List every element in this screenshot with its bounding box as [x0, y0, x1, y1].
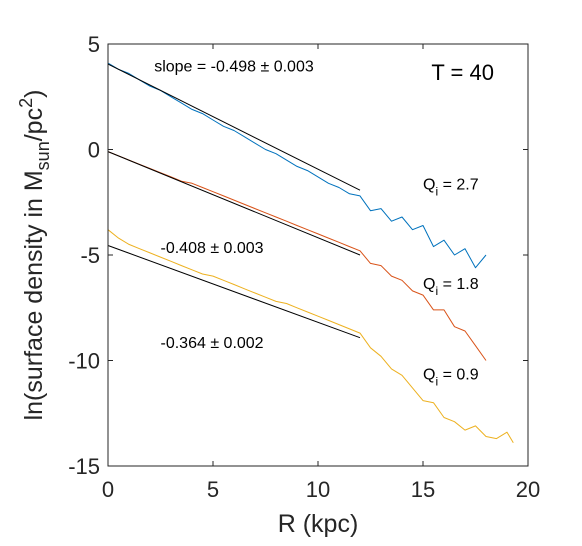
- q-label: Qi = 0.9: [423, 366, 479, 388]
- x-tick-label: 0: [102, 477, 114, 502]
- x-tick-label: 20: [516, 477, 540, 502]
- q-label-value: = 2.7: [438, 177, 479, 194]
- x-axis-label: R (kpc): [278, 510, 359, 538]
- fit-layer: [107, 63, 361, 339]
- tick-layer: 0 5 10 15 20 5 0 -5 -10 -15: [68, 32, 540, 502]
- q-label-subscript: i: [435, 185, 438, 199]
- slope-annotation: -0.408 ± 0.003: [161, 240, 264, 257]
- q-label-subscript: i: [435, 284, 438, 298]
- q-label-symbol: Q: [423, 366, 435, 383]
- time-annotation: T = 40: [431, 60, 494, 85]
- slope-annotation: slope = -0.498 ± 0.003: [154, 58, 314, 75]
- y-tick-label: -15: [68, 454, 100, 479]
- plot-background: [108, 44, 528, 466]
- y-axis-label-main: ln(surface density in M: [20, 170, 48, 420]
- q-label: Qi = 1.8: [423, 276, 479, 298]
- slope-annotation: -0.364 ± 0.002: [161, 335, 264, 352]
- q-label-symbol: Q: [423, 276, 435, 293]
- y-tick-label: -5: [80, 243, 100, 268]
- x-tick-label: 15: [411, 477, 435, 502]
- q-label-value: = 1.8: [438, 276, 479, 293]
- anno-layer: slope = -0.498 ± 0.003 -0.408 ± 0.003 -0.3…: [154, 58, 494, 388]
- series-line-3: [107, 229, 514, 444]
- y-tick-label: 5: [88, 32, 100, 57]
- y-axis-label-close: ): [20, 90, 48, 98]
- q-label-subscript: i: [435, 374, 438, 388]
- x-tick-label: 5: [207, 477, 219, 502]
- q-label-symbol: Q: [423, 177, 435, 194]
- y-tick-label: 0: [88, 138, 100, 163]
- q-label-value: = 0.9: [438, 366, 479, 383]
- fit-line-3: [107, 245, 361, 339]
- series-layer: [107, 62, 514, 444]
- y-axis-label-sub: sun: [33, 141, 53, 170]
- y-tick-label: -10: [68, 349, 100, 374]
- fit-line-1: [107, 63, 361, 191]
- y-axis-label: ln(surface density in Msun/pc2): [16, 90, 53, 421]
- x-tick-label: 10: [306, 477, 330, 502]
- y-axis-label-tail: /pc: [20, 108, 48, 141]
- series-line-2: [107, 151, 487, 361]
- series-line-1: [107, 62, 487, 269]
- y-axis-label-sup: 2: [16, 98, 36, 108]
- q-label: Qi = 2.7: [423, 177, 479, 199]
- fit-line-2: [107, 151, 361, 256]
